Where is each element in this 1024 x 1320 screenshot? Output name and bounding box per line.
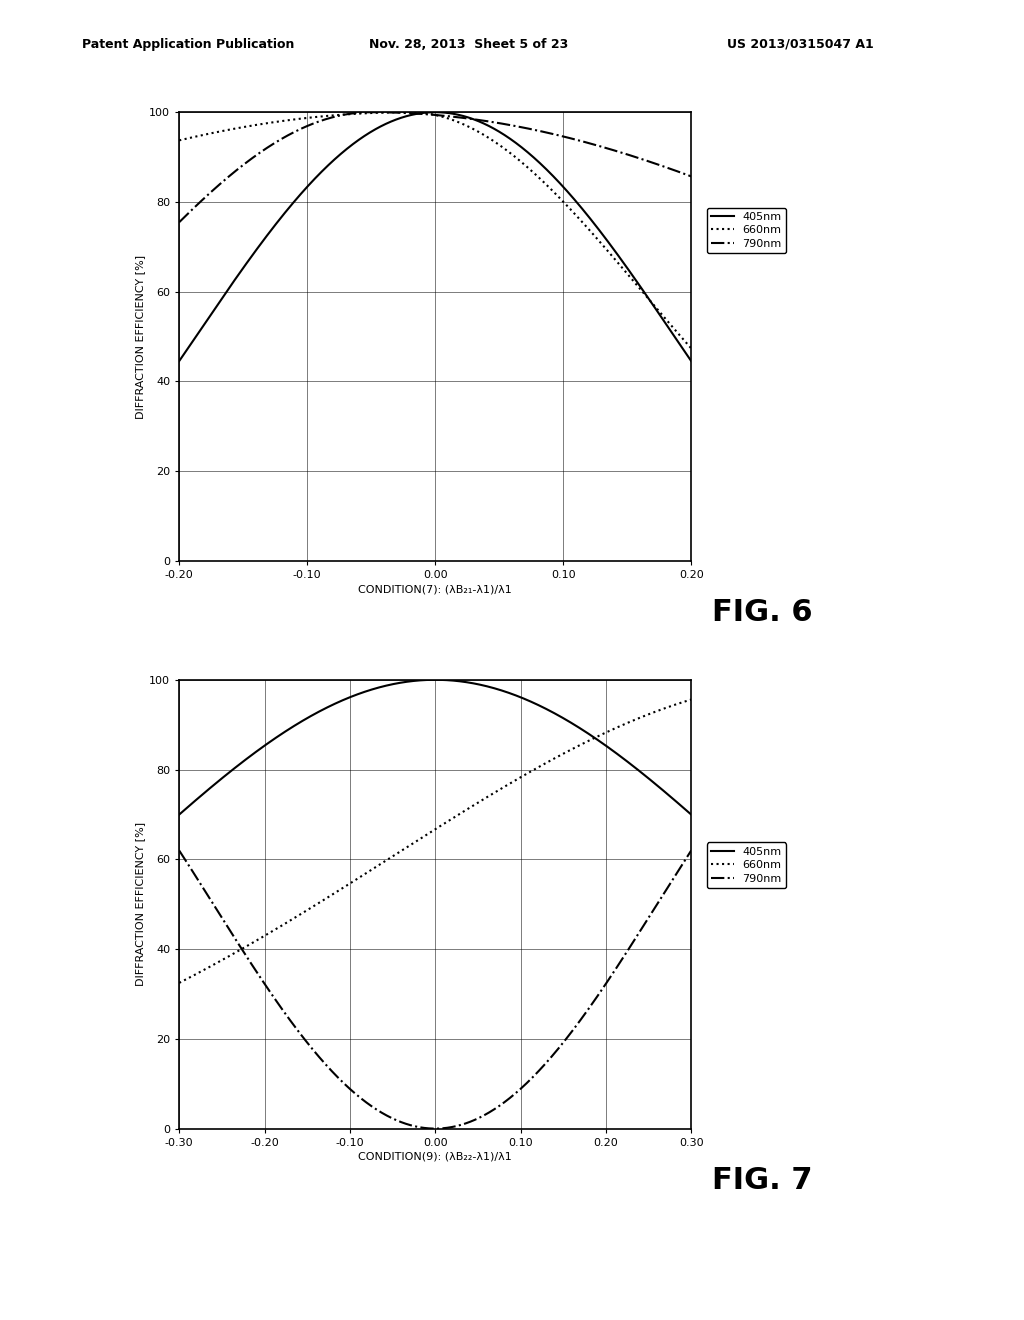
- Text: US 2013/0315047 A1: US 2013/0315047 A1: [727, 37, 873, 50]
- Legend: 405nm, 660nm, 790nm: 405nm, 660nm, 790nm: [707, 842, 786, 888]
- Text: FIG. 7: FIG. 7: [712, 1166, 812, 1195]
- Legend: 405nm, 660nm, 790nm: 405nm, 660nm, 790nm: [707, 207, 786, 253]
- Text: FIG. 6: FIG. 6: [712, 598, 812, 627]
- X-axis label: CONDITION(9): (λB₂₂-λ1)/λ1: CONDITION(9): (λB₂₂-λ1)/λ1: [358, 1152, 512, 1162]
- Y-axis label: DIFFRACTION EFFICIENCY [%]: DIFFRACTION EFFICIENCY [%]: [135, 255, 145, 418]
- X-axis label: CONDITION(7): (λB₂₁-λ1)/λ1: CONDITION(7): (λB₂₁-λ1)/λ1: [358, 585, 512, 594]
- Text: Patent Application Publication: Patent Application Publication: [82, 37, 294, 50]
- Text: Nov. 28, 2013  Sheet 5 of 23: Nov. 28, 2013 Sheet 5 of 23: [369, 37, 568, 50]
- Y-axis label: DIFFRACTION EFFICIENCY [%]: DIFFRACTION EFFICIENCY [%]: [135, 822, 145, 986]
